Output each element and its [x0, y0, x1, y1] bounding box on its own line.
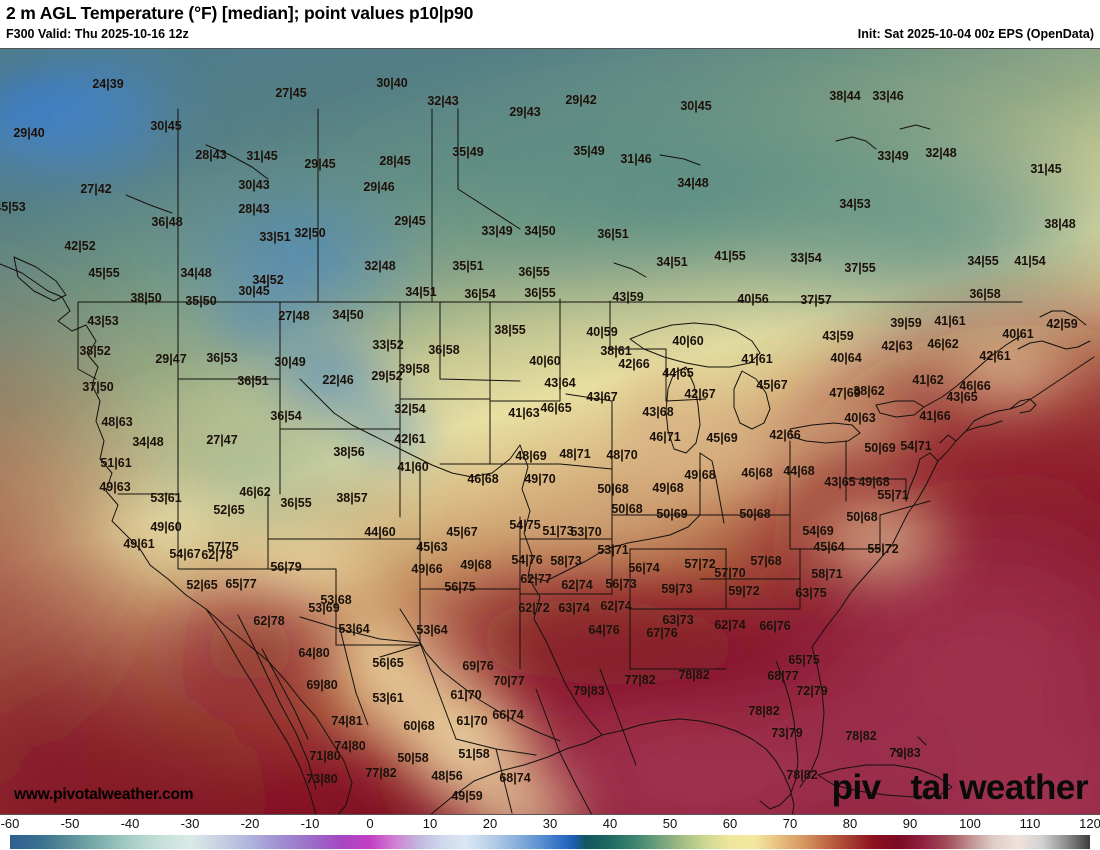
colorbar-tick: 20 [482, 816, 498, 831]
colorbar-tick: -10 [300, 816, 320, 831]
colorbar-tick: 10 [422, 816, 438, 831]
colorbar-tick: 50 [662, 816, 678, 831]
colorbar-tick: 100 [959, 816, 981, 831]
colorbar-tick: 120 [1079, 816, 1100, 831]
colorbar-tick: -50 [60, 816, 80, 831]
colorbar-tick: 0 [366, 816, 374, 831]
colorbar[interactable]: -60 -50 -40 -30 -20 -10 0 10 20 30 40 50 60 70 80 90 100… [0, 815, 1100, 850]
header: 2 m AGL Temperature (°F) [median]; point… [0, 0, 1100, 48]
colorbar-gradient [10, 835, 1090, 849]
valid-time-label: F300 Valid: Thu 2025-10-16 12z [6, 27, 189, 41]
colorbar-tick: -20 [240, 816, 260, 831]
colorbar-tick: 80 [842, 816, 858, 831]
colorbar-tick: -60 [0, 816, 20, 831]
colorbar-tick-labels: -60 -50 -40 -30 -20 -10 0 10 20 30 40 50 60 70 80 90 100… [0, 815, 1100, 835]
map-canvas [0, 49, 1100, 814]
colorbar-tick: 30 [542, 816, 558, 831]
colorbar-tick: 90 [902, 816, 918, 831]
colorbar-tick: -30 [180, 816, 200, 831]
colorbar-tick: 110 [1019, 816, 1041, 831]
colorbar-tick: -40 [120, 816, 140, 831]
colorbar-tick: 70 [782, 816, 798, 831]
colorbar-tick: 40 [602, 816, 618, 831]
site-url-watermark: www.pivotalweather.com [14, 786, 194, 803]
gear-sun-icon [882, 778, 910, 806]
temperature-map[interactable]: 24|39 29|40 30|45 27|45 30|40 32|43 29|43 29|42… [0, 48, 1100, 815]
colorbar-tick: 60 [722, 816, 738, 831]
logo-text-part1: piv [831, 768, 882, 807]
page-title: 2 m AGL Temperature (°F) [median]; point… [6, 3, 474, 23]
init-time-label: Init: Sat 2025-10-04 00z EPS (OpenData) [857, 27, 1094, 41]
logo-text-part2: tal weather [910, 768, 1089, 807]
map-boundaries [0, 108, 1095, 814]
pivotal-weather-logo: piv [831, 768, 1089, 808]
